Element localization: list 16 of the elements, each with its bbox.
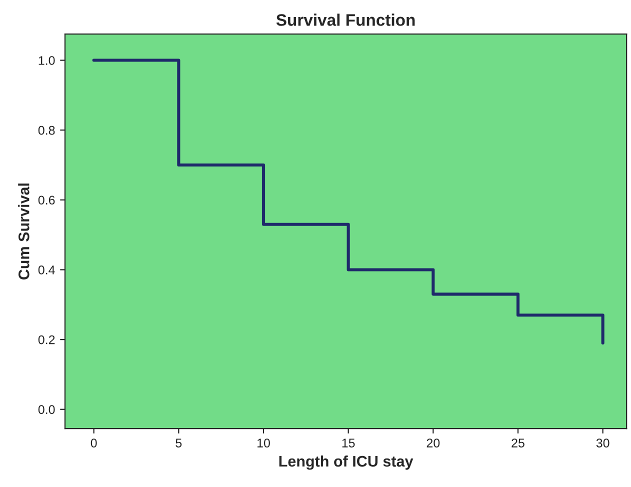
- x-tick-label: 0: [90, 438, 97, 448]
- x-axis-title: Length of ICU stay: [279, 455, 414, 470]
- y-tick-label: 0.0: [38, 405, 55, 414]
- x-tick-label: 20: [426, 438, 440, 448]
- y-tick-label: 1.0: [38, 56, 55, 65]
- y-tick-label: 0.8: [38, 126, 55, 135]
- x-tick-label: 5: [176, 438, 182, 448]
- x-tick-label: 10: [258, 438, 270, 448]
- x-tick-label: 30: [596, 438, 610, 448]
- y-axis-title: Cum Survival: [18, 184, 30, 280]
- chart-title: Survival Function: [276, 14, 415, 26]
- y-tick-label: 0.2: [38, 335, 55, 344]
- x-tick-label: 15: [342, 438, 355, 448]
- y-tick-label: 0.6: [38, 196, 55, 205]
- y-tick-label: 0.4: [38, 266, 55, 274]
- x-tick-label: 25: [512, 438, 524, 448]
